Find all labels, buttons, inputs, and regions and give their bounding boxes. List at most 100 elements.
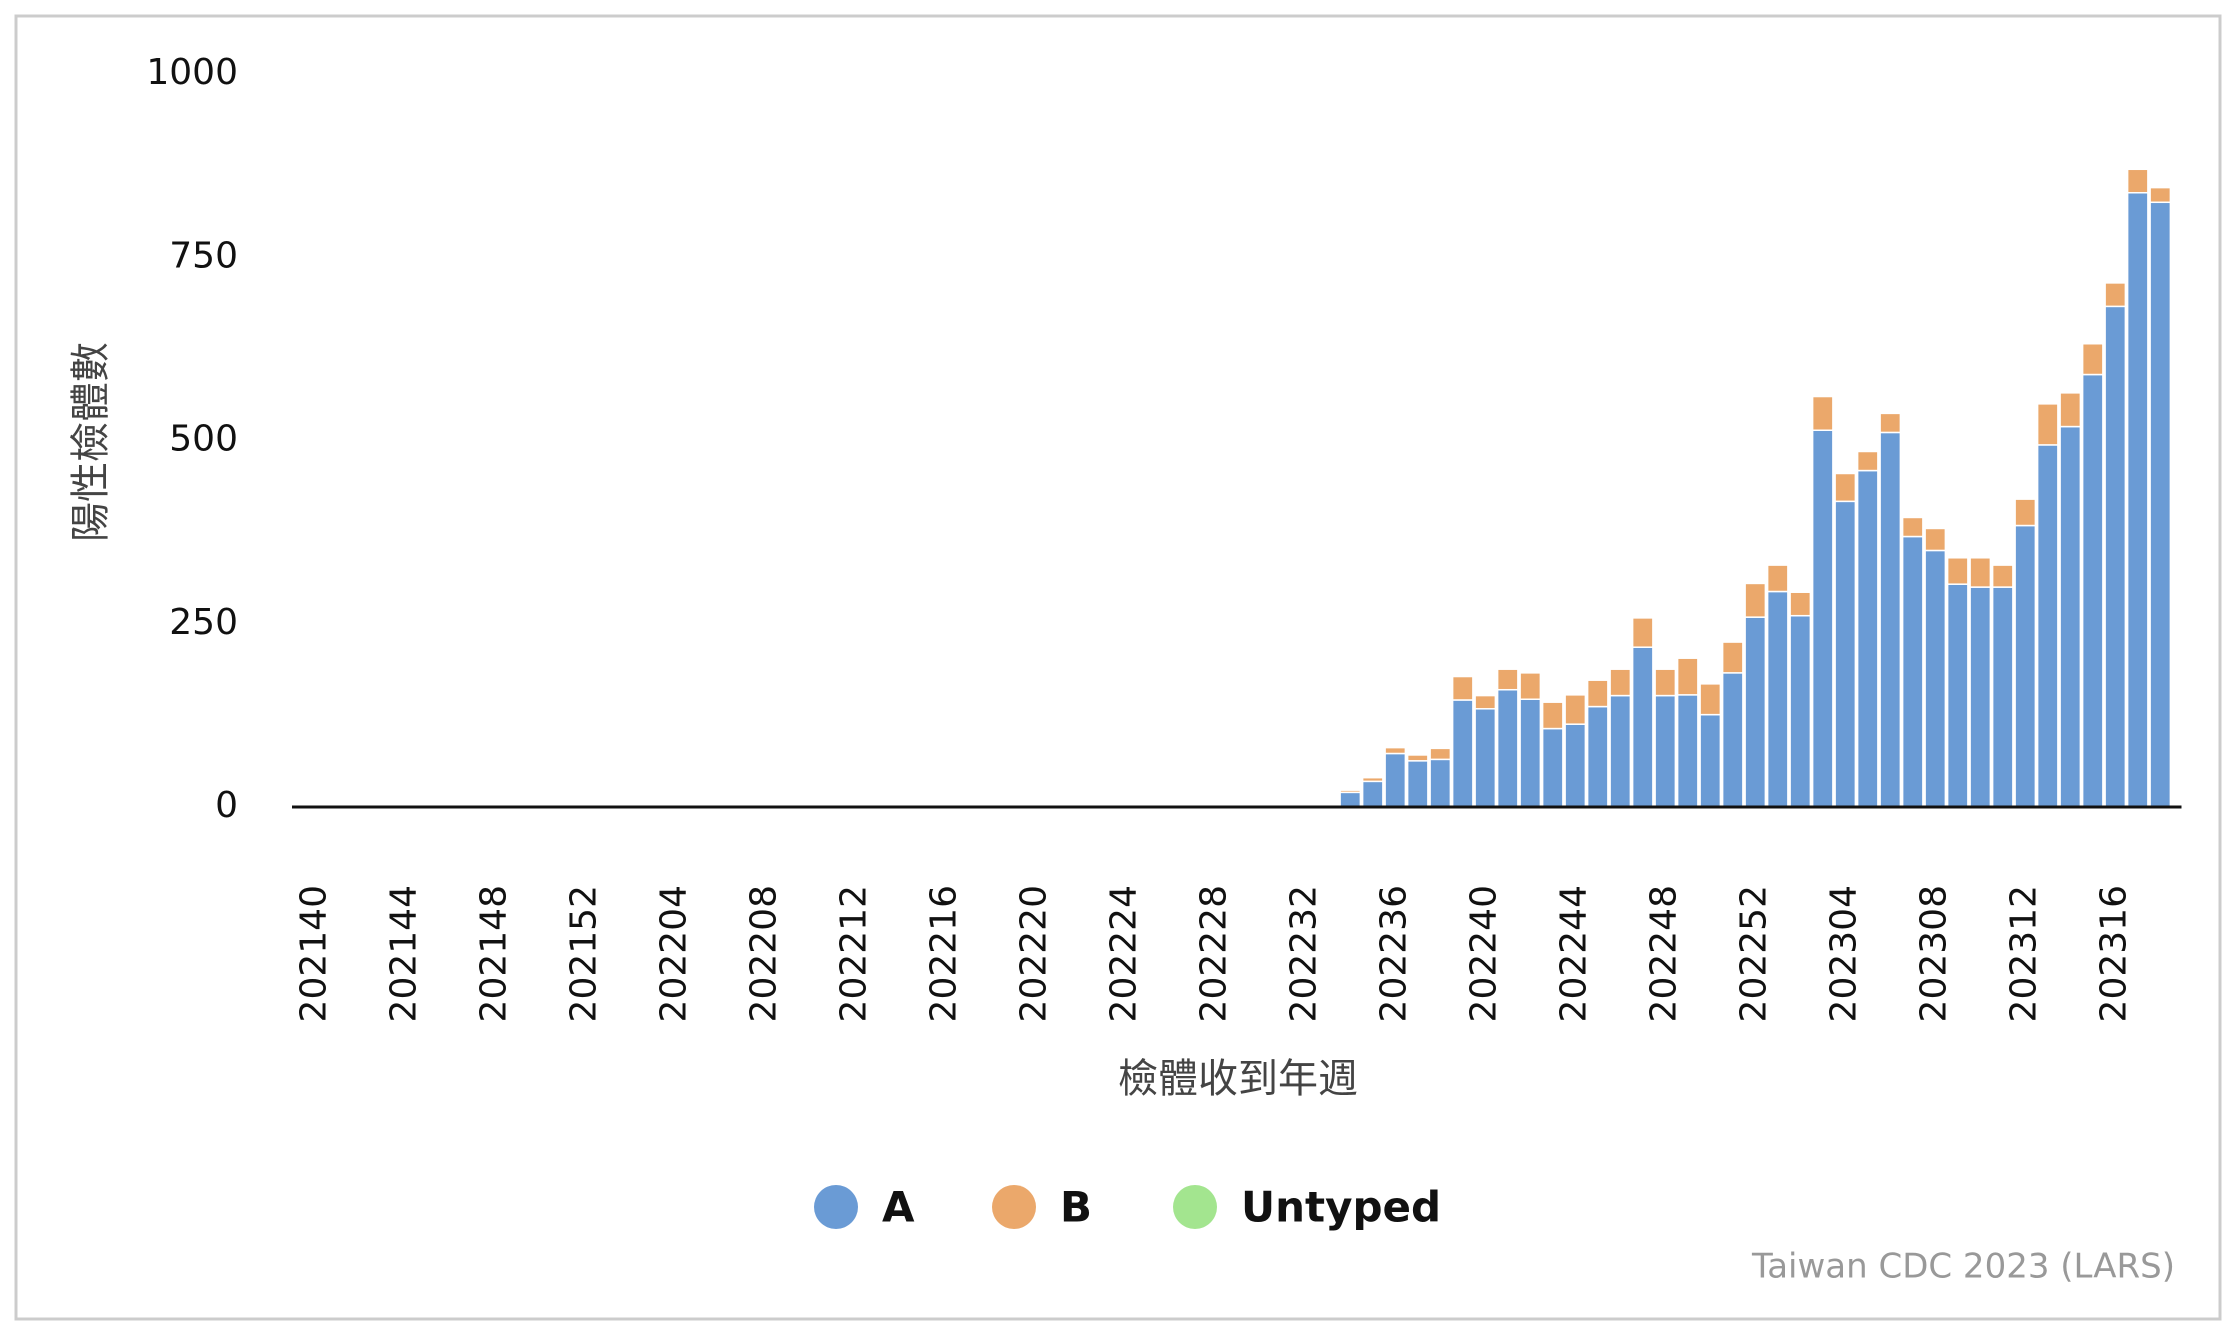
bar-segment [1789,591,1812,617]
x-tick-label: 202232 [1283,885,1324,1022]
bar-segment [2104,282,2127,308]
x-tick-label: 202208 [743,885,784,1022]
x-tick-label: 202312 [2003,885,2044,1022]
bar-segment [1901,516,1924,538]
x-tick-label: 202228 [1193,885,1234,1022]
y-tick-label: 750 [169,235,238,276]
legend-label: Untyped [1241,1183,1441,1232]
x-tick-label: 202304 [1823,885,1864,1022]
bar-segment [2081,373,2104,808]
bar-segment [1721,641,1744,674]
bar-segment [1834,472,1857,503]
bar-segment [2149,201,2172,808]
bar-segment [1339,789,1362,794]
bar-segment [2126,168,2149,194]
bar-segment [2059,392,2082,428]
frame [14,14,2222,1321]
bar-segment [1384,752,1407,808]
bar-segment [1676,657,1699,696]
bar-segment [1361,776,1384,783]
legend-label: A [882,1183,915,1232]
bar-segment [2126,191,2149,808]
bar-segment [1766,590,1789,808]
bar-segment [1631,617,1654,648]
x-tick-label: 202148 [473,885,514,1022]
bar-segment [1451,699,1474,808]
bar-segment [1924,527,1947,552]
x-tick-label: 202216 [923,885,964,1022]
y-tick-label: 0 [215,785,238,826]
bar-segment [1766,564,1789,593]
bar-segment [1991,564,2014,588]
x-tick-label: 202144 [383,885,424,1022]
bar-segment [1991,586,2014,808]
bar-segment [1384,746,1407,755]
bar-segment [1564,723,1587,808]
bar-segment [2014,524,2037,808]
bar-segment [1429,758,1452,808]
bar-segment [1406,760,1429,808]
y-tick-label: 250 [169,602,238,643]
bar-segment [1901,535,1924,808]
bar-segment [2059,425,2082,808]
bar-segment [2081,342,2104,376]
y-tick-label: 1000 [146,52,238,93]
bar-segment [2014,498,2037,527]
x-tick-label: 202244 [1553,885,1594,1022]
legend-swatch [814,1185,858,1229]
bar-segment [1586,679,1609,708]
bar-segment [1834,500,1857,808]
bar-segment [2036,403,2059,446]
legend-swatch [992,1185,1036,1229]
bar-segment [1946,583,1969,808]
bar-segment [1856,450,1879,472]
bar-segment [1789,614,1812,808]
bar-segment [1564,694,1587,725]
bar-segment [1496,668,1519,691]
bar-segment [1474,694,1497,710]
bar-segment [1609,668,1632,697]
bar-segment [1721,672,1744,808]
bar-segment [1586,705,1609,808]
bar-segment [1699,713,1722,808]
bar-segment [1924,549,1947,808]
bar-segment [1744,616,1767,808]
bar-segment [1654,668,1677,697]
x-tick-label: 202248 [1643,885,1684,1022]
bar-segment [1339,791,1362,808]
x-tick-label: 202252 [1733,885,1774,1022]
bar-segment [1856,469,1879,808]
bar-segment [1519,698,1542,808]
bar-segment [1969,586,1992,808]
x-tick-label: 202140 [293,885,334,1022]
bar-segment [1541,701,1564,730]
bar-segment [1744,582,1767,618]
bar-segment [1811,395,1834,431]
bar-segment [1811,429,1834,808]
bar-segment [1609,694,1632,808]
legend-label: B [1060,1183,1092,1232]
x-tick-label: 202240 [1463,885,1504,1022]
bar-segment [1361,780,1384,808]
x-tick-label: 202152 [563,885,604,1022]
y-tick-label: 500 [169,419,238,460]
bar-segment [1879,431,1902,808]
x-tick-label: 202308 [1913,885,1954,1022]
bar-segment [1451,675,1474,701]
bar-segment [1474,708,1497,808]
bar-segment [1699,683,1722,716]
x-tick-label: 202212 [833,885,874,1022]
bar-segment [1946,557,1969,585]
bar-segment [1541,727,1564,808]
x-tick-label: 202224 [1103,885,1144,1022]
bar-segment [1496,688,1519,808]
x-tick-label: 202204 [653,885,694,1022]
bar-segment [1969,557,1992,588]
bar-segment [1406,754,1429,762]
x-tick-label: 202236 [1373,885,1414,1022]
bar-segment [1676,694,1699,808]
credit: Taiwan CDC 2023 (LARS) [1751,1247,2175,1287]
bar-segment [2036,444,2059,808]
